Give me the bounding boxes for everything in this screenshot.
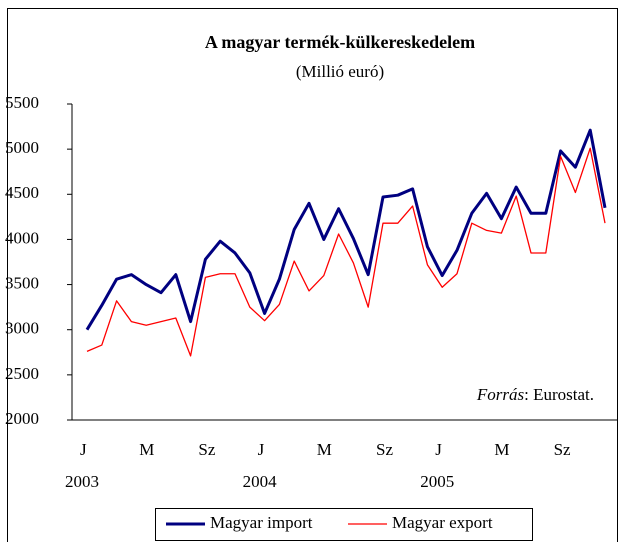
y-tick-label: 5500 bbox=[5, 93, 39, 112]
year-label: 2003 bbox=[65, 472, 99, 491]
legend-label: Magyar import bbox=[210, 513, 313, 532]
x-tick-label: M bbox=[139, 440, 154, 459]
y-tick-label: 2500 bbox=[5, 364, 39, 383]
source-italic: Forrás bbox=[476, 385, 525, 404]
year-label: 2005 bbox=[420, 472, 454, 491]
y-tick-label: 3500 bbox=[5, 273, 39, 292]
series-line bbox=[86, 147, 606, 357]
legend-box bbox=[155, 508, 533, 541]
y-tick-label: 3000 bbox=[5, 319, 39, 338]
y-tick-label: 5000 bbox=[5, 138, 39, 157]
x-tick-label: Sz bbox=[554, 440, 571, 459]
chart-subtitle: (Millió euró) bbox=[296, 62, 384, 81]
x-tick-label: J bbox=[435, 440, 442, 459]
legend-label: Magyar export bbox=[392, 513, 493, 532]
x-tick-label: J bbox=[80, 440, 87, 459]
y-tick-label: 2000 bbox=[5, 409, 39, 428]
x-tick-label: Sz bbox=[198, 440, 215, 459]
source-note: Forrás: Eurostat. bbox=[476, 385, 594, 404]
x-tick-label: M bbox=[317, 440, 332, 459]
source-text: : Eurostat. bbox=[524, 385, 594, 404]
chart-border bbox=[7, 8, 618, 542]
y-tick-label: 4500 bbox=[5, 183, 39, 202]
x-tick-label: Sz bbox=[376, 440, 393, 459]
series-line bbox=[85, 128, 607, 331]
x-tick-label: M bbox=[494, 440, 509, 459]
y-tick-label: 4000 bbox=[5, 228, 39, 247]
chart-title: A magyar termék-külkereskedelem bbox=[205, 32, 475, 52]
year-label: 2004 bbox=[243, 472, 278, 491]
x-tick-label: J bbox=[258, 440, 265, 459]
